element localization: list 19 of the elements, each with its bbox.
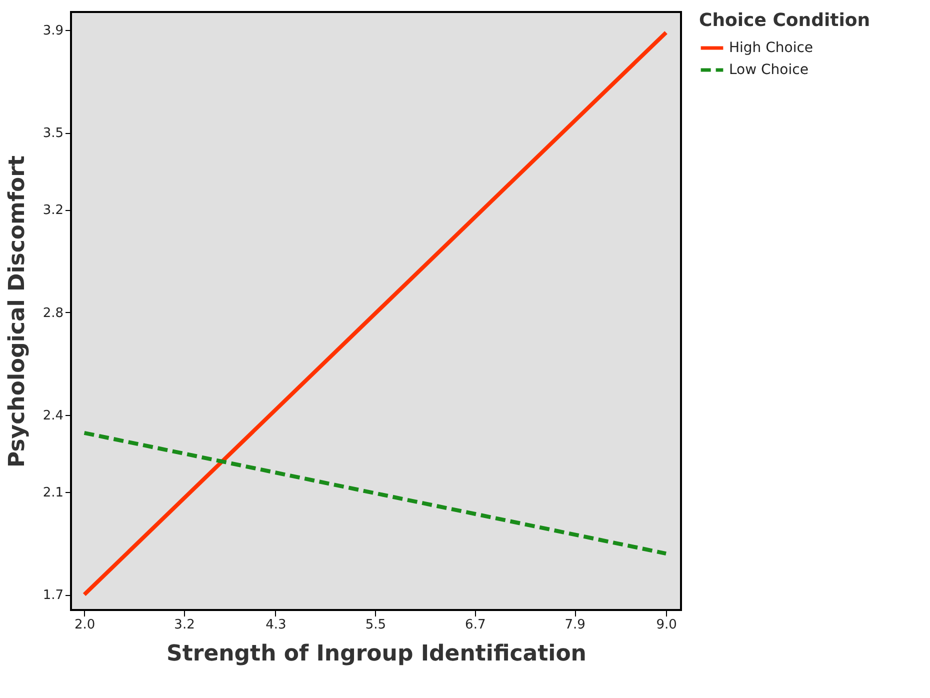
y-tick-label: 2.4 bbox=[42, 408, 64, 424]
x-axis-title: Strength of Ingroup Identification bbox=[166, 642, 586, 666]
legend-title: Choice Condition bbox=[699, 10, 870, 31]
y-tick-label: 2.1 bbox=[42, 485, 64, 500]
y-axis-title: Psychological Discomfort bbox=[4, 155, 30, 468]
y-tick-label: 3.2 bbox=[42, 203, 64, 218]
x-tick-label: 5.5 bbox=[365, 618, 386, 632]
y-tick-label: 3.9 bbox=[42, 23, 64, 38]
x-tick-label: 7.9 bbox=[564, 618, 586, 632]
legend-label: High Choice bbox=[729, 40, 814, 56]
x-tick-label: 6.7 bbox=[465, 618, 486, 632]
y-tick-label: 3.5 bbox=[42, 126, 64, 142]
y-tick-label: 1.7 bbox=[42, 588, 64, 604]
y-tick-label: 2.8 bbox=[42, 306, 64, 321]
x-tick-label: 9.0 bbox=[656, 618, 677, 632]
x-tick-label: 3.2 bbox=[174, 618, 195, 632]
x-tick-label: 2.0 bbox=[74, 618, 96, 632]
x-tick-label: 4.3 bbox=[266, 618, 286, 632]
legend-label: Low Choice bbox=[729, 62, 808, 78]
